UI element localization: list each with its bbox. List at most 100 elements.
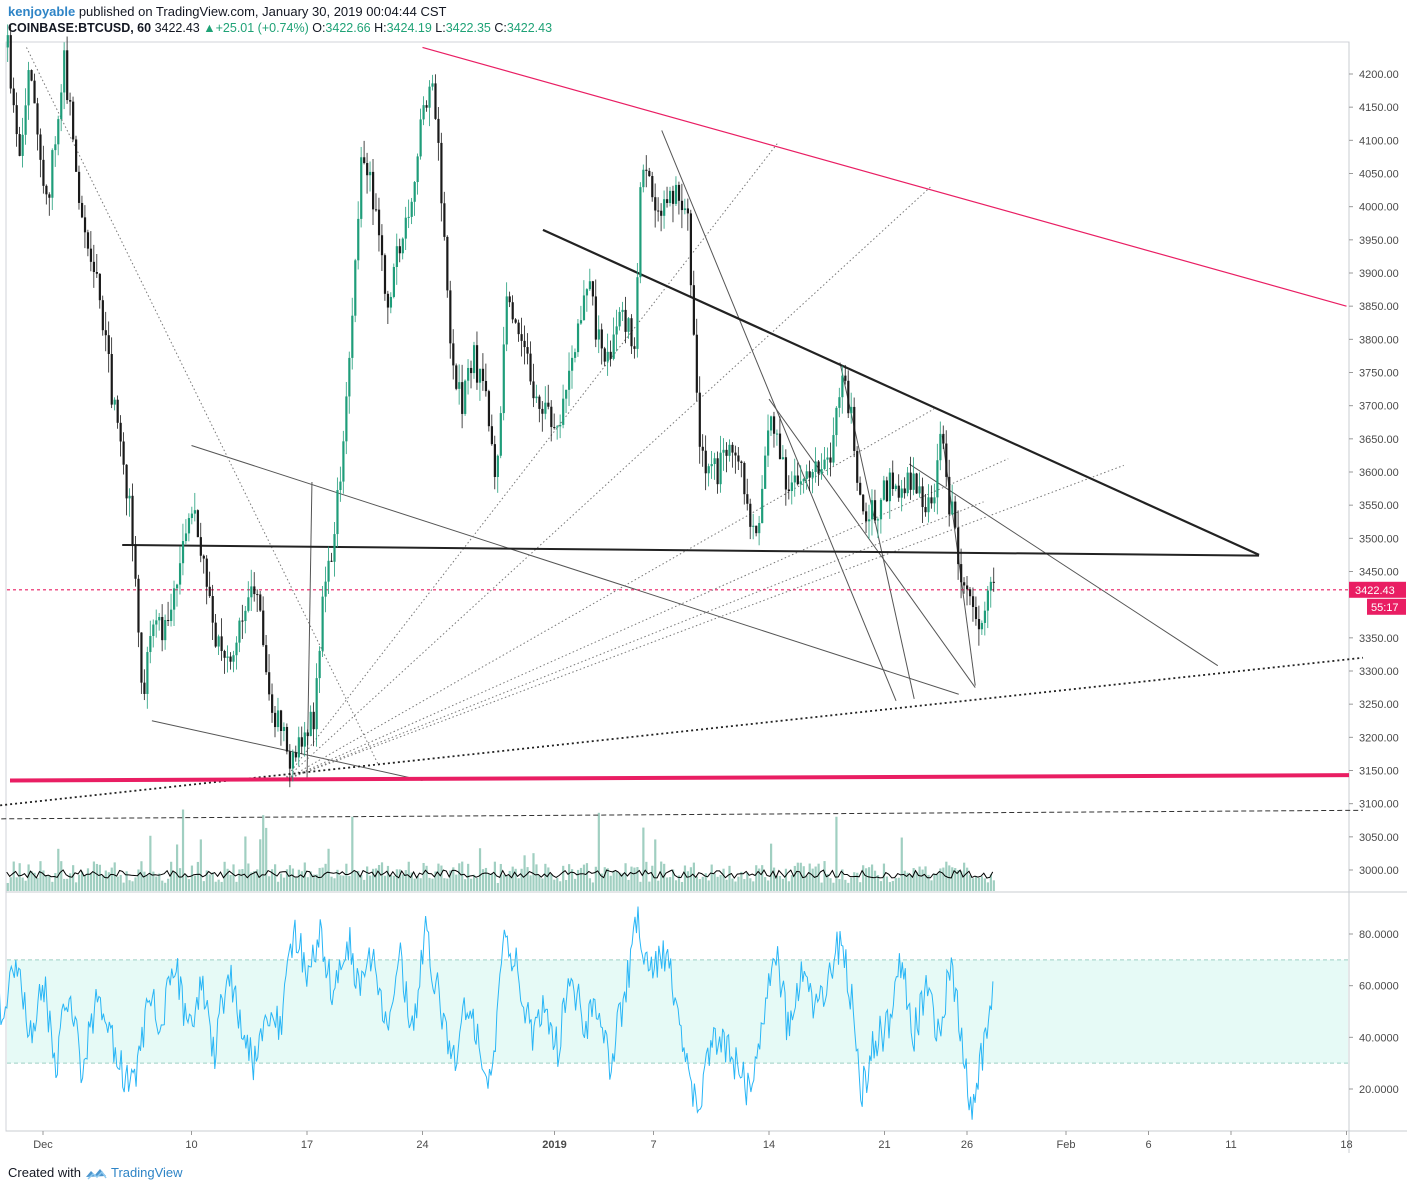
volume-bar: [24, 880, 27, 891]
volume-bar: [434, 871, 437, 891]
candle-body: [642, 169, 645, 188]
candle-body: [75, 139, 78, 172]
volume-bar: [27, 864, 30, 891]
rsi-tick-label: 60.0000: [1359, 981, 1399, 993]
volume-bar: [487, 873, 491, 891]
candle-body: [704, 450, 707, 474]
volume-bar: [312, 874, 315, 891]
price-tick-label: 3100.00: [1359, 799, 1399, 811]
volume-bar: [389, 874, 393, 891]
volume-bar: [683, 865, 687, 891]
volume-bar: [467, 863, 470, 891]
candle-body: [413, 182, 416, 202]
candle-body: [101, 300, 104, 331]
candle-body: [615, 326, 618, 335]
volume-bar: [591, 882, 594, 891]
volume-bar: [401, 874, 404, 891]
candle-body: [6, 35, 9, 48]
candle-body: [437, 118, 440, 143]
trendline-drawings[interactable]: [0, 46, 1364, 820]
candle-body: [226, 656, 229, 658]
volume-bar: [104, 870, 107, 891]
candle-body: [568, 370, 571, 390]
volume-bar: [232, 864, 235, 891]
candle-body: [369, 171, 372, 176]
candle-body: [930, 497, 933, 504]
candle-body: [660, 210, 663, 216]
candle-body: [140, 632, 143, 683]
volume-bar: [963, 862, 966, 891]
candle-body: [336, 490, 339, 535]
candle-body: [514, 319, 517, 323]
volume-ma-line: [6, 869, 994, 879]
volume-bar: [903, 870, 906, 891]
time-axis[interactable]: Dec 10 17 24 2019 7 14 21 26 Feb 6 11 18: [33, 1131, 1353, 1151]
volume-bar: [627, 879, 630, 891]
volume-bar: [437, 863, 440, 891]
candle-body: [481, 368, 485, 382]
candle-body: [710, 464, 713, 467]
candle-body: [324, 581, 327, 597]
candle-body: [380, 235, 384, 256]
candle-body: [983, 610, 987, 623]
candle-body: [475, 345, 479, 383]
author-link[interactable]: kenjoyable: [8, 4, 76, 19]
volume-bar: [161, 880, 164, 891]
candle-body: [196, 510, 199, 538]
candle-body: [425, 105, 428, 108]
volume-bar: [184, 874, 188, 891]
volume-bar: [633, 867, 636, 891]
candle-body: [467, 367, 470, 381]
price-tick-label: 4100.00: [1359, 135, 1399, 147]
candle-body: [980, 622, 984, 630]
candle-body: [559, 424, 562, 427]
volume-bar: [951, 867, 954, 891]
volume-bar: [814, 866, 817, 891]
volume-bar: [107, 872, 110, 891]
volume-bar: [933, 873, 936, 891]
candle-body: [330, 560, 333, 562]
volume-bar: [680, 881, 684, 891]
volume-bar: [868, 867, 871, 891]
volume-bar: [134, 877, 137, 891]
volume-bar: [89, 873, 93, 891]
candle-body: [416, 156, 419, 183]
volume-bar: [651, 865, 654, 891]
candle-body: [354, 260, 357, 316]
candle-body: [259, 594, 262, 611]
volume-bar: [850, 877, 853, 891]
symbol-label[interactable]: COINBASE:BTCUSD, 60: [8, 21, 152, 35]
volume-bar: [354, 871, 357, 891]
volume-bar: [556, 877, 559, 891]
candle-body: [695, 334, 698, 393]
volume-bar: [568, 864, 571, 891]
candle-body: [882, 480, 886, 500]
candle-body: [716, 458, 719, 485]
volume-bar: [478, 848, 482, 891]
volume-bar: [404, 870, 407, 891]
volume-bar: [752, 881, 755, 891]
volume-bar: [374, 868, 378, 891]
candle-body: [54, 144, 57, 151]
candle-body: [571, 357, 574, 371]
rsi-series: [0, 906, 994, 1120]
candle-body: [582, 295, 586, 321]
candle-body: [948, 476, 951, 515]
volume-bar: [725, 879, 728, 891]
candle-body: [562, 398, 565, 425]
candle-body: [318, 650, 321, 679]
volume-bar: [348, 876, 351, 891]
candle-body: [606, 351, 609, 362]
volume-bar: [339, 875, 342, 891]
tradingview-link[interactable]: TradingView: [110, 1165, 183, 1180]
candle-body: [579, 320, 583, 324]
time-tick-label: 6: [1145, 1139, 1151, 1151]
volume-bar: [826, 874, 829, 891]
candle-body: [300, 737, 303, 747]
candle-body: [594, 296, 597, 340]
price-axis[interactable]: 4200.00 4150.00 4100.00 4050.00 4000.00 3950.…: [1349, 69, 1399, 1096]
volume-bar: [939, 868, 942, 891]
candle-body: [722, 449, 725, 453]
tradingview-logo-icon: [85, 1168, 107, 1180]
